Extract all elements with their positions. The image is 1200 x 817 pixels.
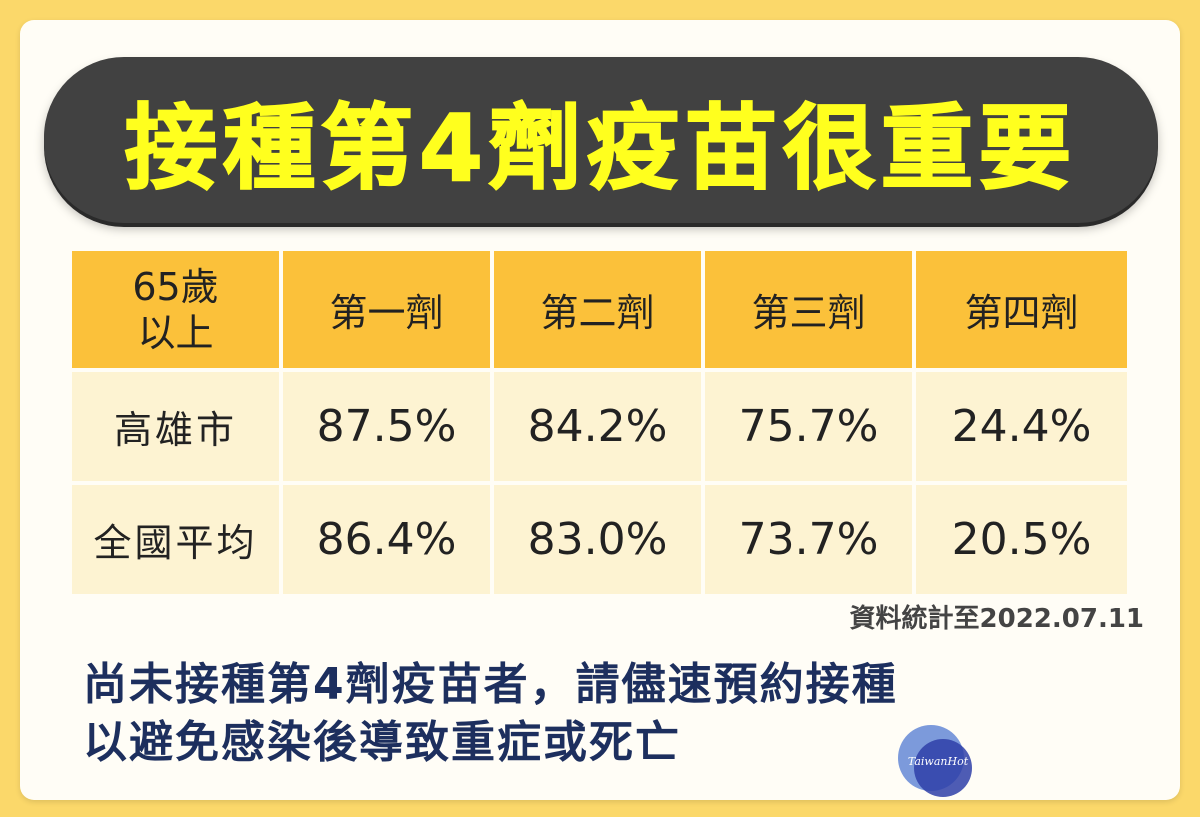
kaohsiung-dose-2: 84.2% <box>494 372 701 481</box>
corner-line-2: 以上 <box>137 310 214 355</box>
page-title: 接種第4劑疫苗很重要 <box>124 94 1077 203</box>
logo-text: TaiwanHot <box>907 755 969 768</box>
logo-circle-dark <box>914 739 972 797</box>
kaohsiung-dose-4: 24.4% <box>916 372 1127 481</box>
national-dose-1: 86.4% <box>283 485 490 594</box>
header-dose-3: 第三劑 <box>705 251 912 368</box>
header-dose-2: 第二劑 <box>494 251 701 368</box>
kaohsiung-dose-3: 75.7% <box>705 372 912 481</box>
row-label-national: 全國平均 <box>72 485 279 594</box>
header-dose-4: 第四劑 <box>916 251 1127 368</box>
kaohsiung-dose-1: 87.5% <box>283 372 490 481</box>
footer-line-1: 尚未接種第4劑疫苗者，請儘速預約接種 <box>83 659 898 710</box>
footer-line-2: 以避免感染後導致重症或死亡 <box>83 717 681 768</box>
vaccination-table: 65歲 以上 第一劑 第二劑 第三劑 第四劑 高雄市 87.5% 84.2% 7… <box>72 251 1127 594</box>
row-label-kaohsiung: 高雄市 <box>72 372 279 481</box>
national-dose-3: 73.7% <box>705 485 912 594</box>
corner-line-1: 65歲 <box>132 264 219 309</box>
national-dose-4: 20.5% <box>916 485 1127 594</box>
national-dose-2: 83.0% <box>494 485 701 594</box>
table-corner-header: 65歲 以上 <box>72 251 279 368</box>
header-dose-1: 第一劑 <box>283 251 490 368</box>
source-note: 資料統計至2022.07.11 <box>849 604 1144 634</box>
title-banner: 接種第4劑疫苗很重要 <box>44 57 1158 223</box>
taiwanhot-logo: TaiwanHot <box>898 725 972 797</box>
